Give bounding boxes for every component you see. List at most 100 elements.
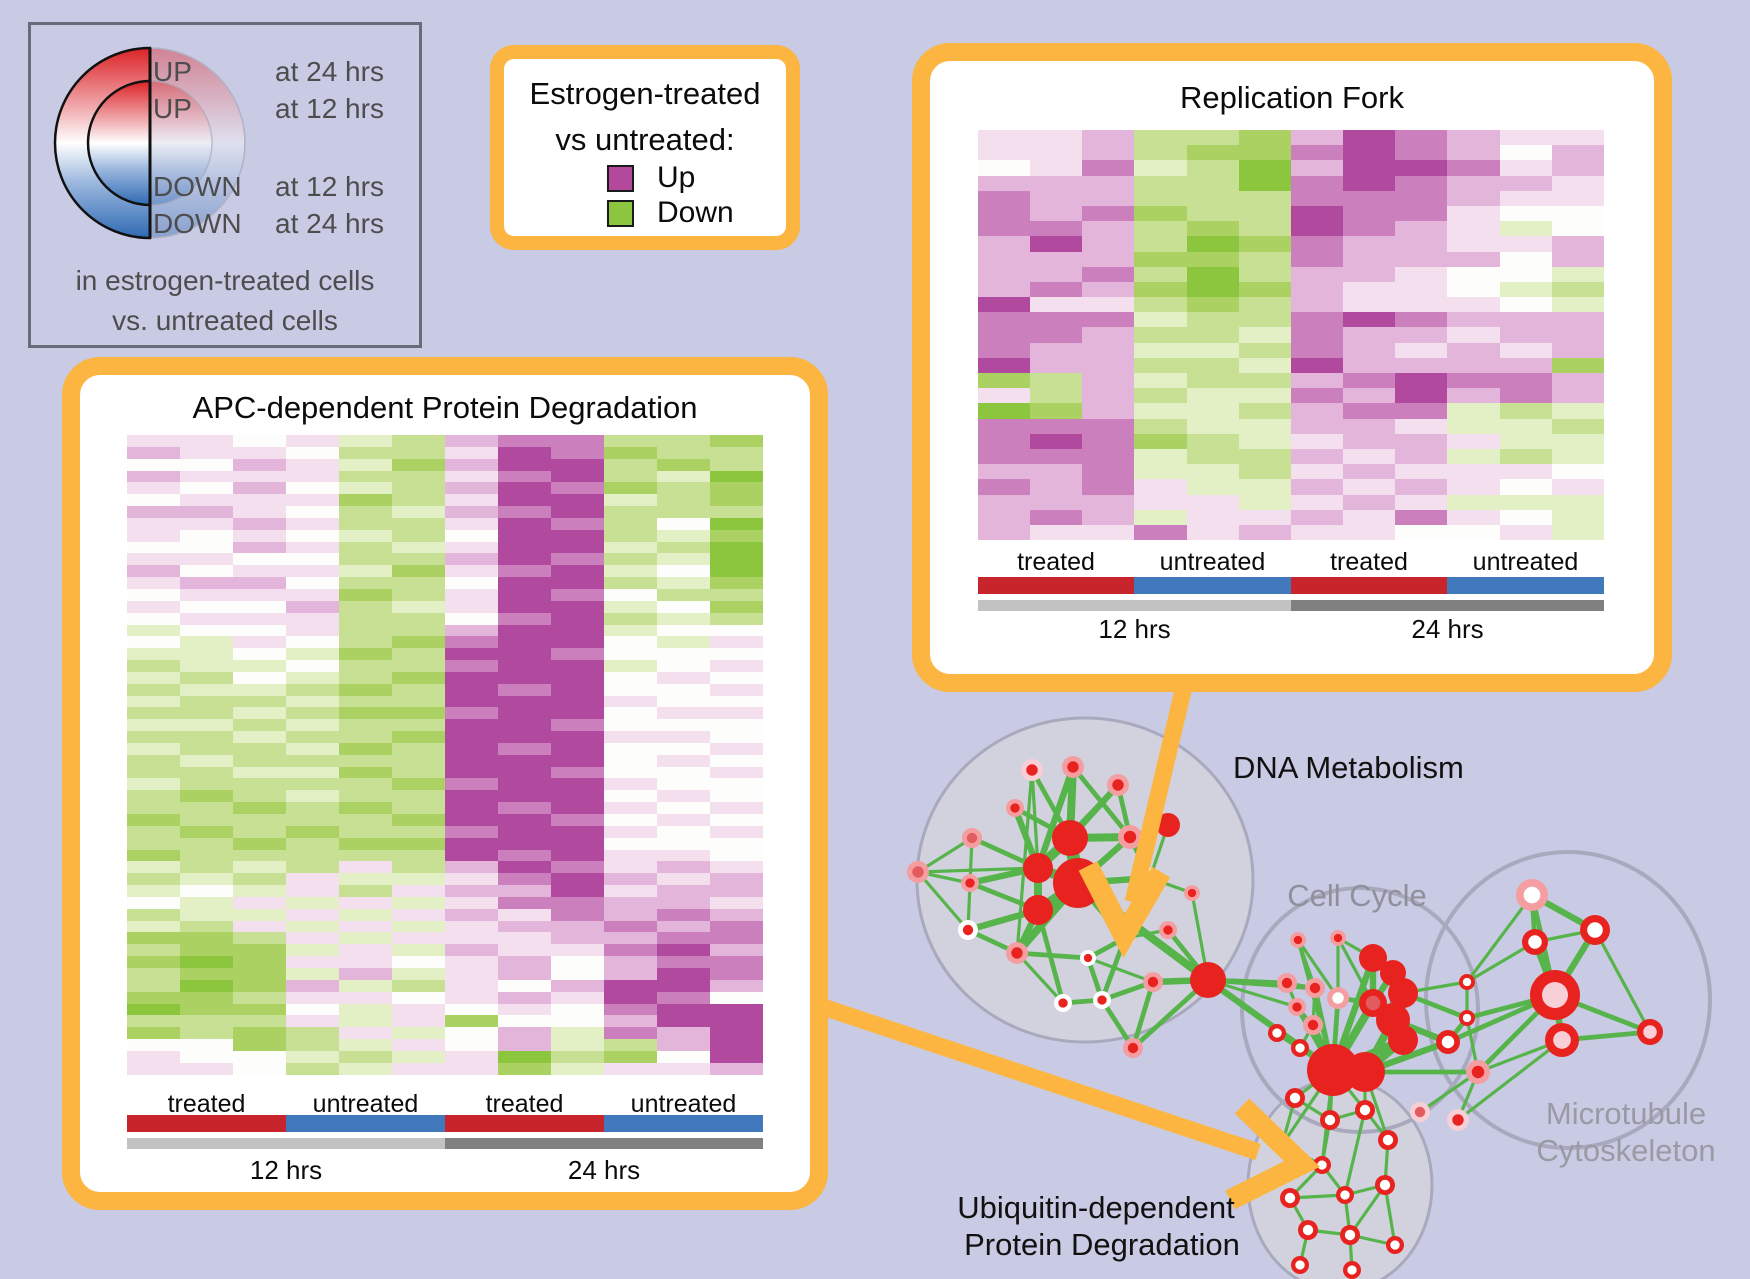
- heatmap-cell: [1082, 357, 1135, 373]
- heatmap-cell: [339, 482, 392, 495]
- heatmap-cell: [551, 624, 604, 637]
- heatmap-cell: [127, 1027, 180, 1040]
- heatmap-cell: [1030, 297, 1083, 313]
- heatmap-cell: [498, 802, 551, 814]
- heatmap-cell: [498, 624, 551, 637]
- heatmap-cell: [339, 624, 392, 637]
- heatmap-cell: [978, 448, 1031, 465]
- heatmap-row: [978, 312, 1604, 328]
- heatmap-cell: [710, 660, 763, 672]
- heatmap-cell: [339, 660, 392, 672]
- heatmap-cell: [1447, 190, 1500, 206]
- network-node-core: [1147, 976, 1159, 988]
- heatmap-cell: [392, 754, 445, 767]
- heatmap-cell: [286, 517, 339, 530]
- heatmap-cell: [657, 660, 710, 672]
- heatmap-cell: [1395, 130, 1448, 146]
- heatmap-cell: [1030, 342, 1083, 358]
- heatmap-cell: [551, 731, 604, 743]
- network-node-core: [1309, 982, 1321, 994]
- apc-title: APC-dependent Protein Degradation: [192, 390, 698, 425]
- heatmap-row: [127, 1015, 763, 1028]
- up-label: Up: [657, 161, 696, 194]
- heatmap-cell: [657, 1003, 710, 1016]
- heatmap-cell: [1343, 342, 1396, 358]
- heatmap-cell: [445, 588, 498, 601]
- heatmap-cell: [604, 731, 657, 743]
- heatmap-cell: [339, 908, 392, 921]
- heatmap-cell: [551, 956, 604, 968]
- heatmap-cell: [498, 873, 551, 886]
- heatmap-cell: [1395, 464, 1448, 480]
- heatmap-cell: [498, 612, 551, 625]
- heatmap-cell: [604, 979, 657, 992]
- heatmap-cell: [498, 885, 551, 897]
- heatmap-cell: [233, 1050, 286, 1063]
- heatmap-cell: [233, 861, 286, 874]
- heatmap-cell: [1447, 221, 1500, 237]
- heatmap-cell: [1030, 357, 1083, 373]
- heatmap-cell: [710, 683, 763, 696]
- heatmap-cell: [339, 1003, 392, 1016]
- network-node-core: [1462, 1013, 1472, 1023]
- heatmap-cell: [392, 908, 445, 921]
- heatmap-cell: [127, 1050, 180, 1063]
- heatmap-cell: [1238, 524, 1291, 541]
- heatmap-cell: [1447, 509, 1500, 525]
- heatmap-cell: [1343, 281, 1396, 298]
- heatmap-cell: [1395, 236, 1448, 252]
- apc-untreated-bar-24: [604, 1115, 763, 1132]
- heatmap-cell: [498, 814, 551, 826]
- network-node-core: [1302, 1224, 1314, 1236]
- network-node-core: [1058, 998, 1068, 1008]
- heatmap-cell: [127, 979, 180, 992]
- heatmap-cell: [445, 565, 498, 578]
- heatmap-row: [978, 509, 1604, 525]
- heatmap-cell: [710, 719, 763, 732]
- rf-group-label-4: untreated: [1472, 548, 1579, 576]
- heatmap-cell: [1343, 312, 1396, 328]
- heatmap-cell: [286, 470, 339, 483]
- heatmap-cell: [233, 742, 286, 755]
- network-node-core: [1587, 922, 1603, 938]
- heatmap-cell: [1290, 312, 1344, 328]
- heatmap-cell: [978, 281, 1031, 298]
- heatmap-cell: [551, 920, 604, 933]
- heatmap-cell: [392, 1027, 445, 1040]
- heatmap-cell: [127, 885, 180, 897]
- heatmap-cell: [551, 742, 604, 755]
- heatmap-cell: [1134, 342, 1187, 358]
- heatmap-cell: [445, 778, 498, 791]
- heatmap-cell: [1551, 145, 1604, 161]
- heatmap-cell: [1030, 524, 1083, 541]
- heatmap-cell: [551, 612, 604, 625]
- heatmap-cell: [1499, 448, 1552, 465]
- heatmap-cell: [445, 1015, 498, 1028]
- heatmap-cell: [1030, 221, 1083, 237]
- heatmap-cell: [1134, 145, 1187, 161]
- heatmap-cell: [551, 517, 604, 530]
- key-time-24down: at 24 hrs: [275, 208, 384, 239]
- heatmap-cell: [1447, 357, 1500, 373]
- heatmap-cell: [180, 553, 233, 566]
- heatmap-cell: [233, 754, 286, 767]
- heatmap-cell: [1290, 145, 1344, 161]
- heatmap-cell: [445, 506, 498, 518]
- network-node-core: [1462, 977, 1472, 987]
- heatmap-cell: [1186, 418, 1239, 434]
- heatmap-cell: [339, 600, 392, 613]
- heatmap-cell: [1082, 509, 1135, 525]
- heatmap-cell: [127, 790, 180, 803]
- heatmap-cell: [1082, 327, 1135, 343]
- heatmap-cell: [127, 435, 180, 447]
- heatmap-cell: [392, 1003, 445, 1016]
- heatmap-cell: [233, 825, 286, 838]
- heatmap-cell: [604, 1039, 657, 1051]
- network-node-core: [1295, 1043, 1305, 1053]
- heatmap-cell: [445, 577, 498, 589]
- heatmap-cell: [180, 920, 233, 933]
- heatmap-cell: [1447, 448, 1500, 465]
- heatmap-cell: [1134, 464, 1187, 480]
- heatmap-row: [127, 612, 763, 625]
- heatmap-cell: [1447, 373, 1500, 389]
